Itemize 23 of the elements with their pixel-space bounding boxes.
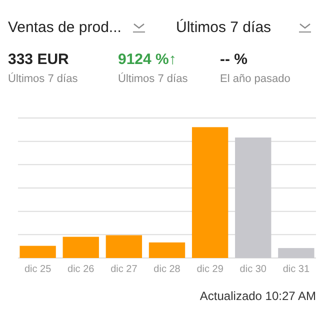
x-tick-label: dic 31 <box>282 264 310 275</box>
bar <box>106 235 142 258</box>
x-tick-label: dic 25 <box>24 264 52 275</box>
chart-title: Ventas de prod... <box>8 19 122 36</box>
bar <box>235 137 272 258</box>
bar <box>192 127 228 258</box>
text: El año pasado <box>220 73 290 85</box>
x-tick-label: dic 26 <box>68 264 95 275</box>
text: Últimos 7 días <box>8 72 78 85</box>
x-tick-label: dic 27 <box>110 264 138 275</box>
text: Actualizado 10:27 AM <box>200 289 316 303</box>
text: Últimos 7 días <box>118 72 188 85</box>
chart-subtitle: Últimos 7 días <box>176 18 272 36</box>
x-tick-label: dic 28 <box>154 264 181 275</box>
bar <box>278 248 314 258</box>
bar <box>62 236 99 258</box>
text: -- % <box>220 51 248 68</box>
x-tick-label: dic 29 <box>196 264 224 275</box>
text: 333 EUR <box>8 51 70 68</box>
bar <box>148 242 186 258</box>
text: 9124 %↑ <box>118 51 176 68</box>
x-tick-label: dic 30 <box>240 264 267 275</box>
bar <box>20 246 56 258</box>
